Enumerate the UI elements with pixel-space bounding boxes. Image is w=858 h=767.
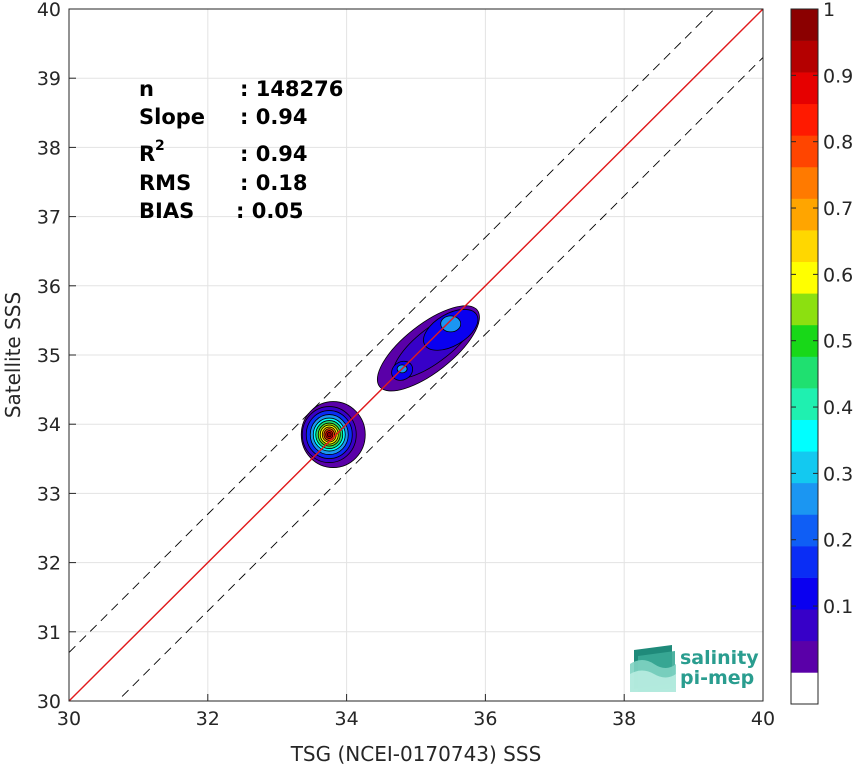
colorbar-tick-label: 0.8	[823, 132, 853, 154]
colorbar-tick-label: 0.2	[823, 530, 853, 552]
x-axis: 30 32 34 36 38 40	[57, 694, 775, 730]
stat-r2-value: : 0.94	[240, 142, 308, 166]
stat-slope-label: Slope	[139, 105, 205, 129]
density-peak-mark	[440, 315, 462, 333]
colorbar-frame	[790, 8, 819, 705]
density-band	[326, 431, 332, 438]
y-tick-label: 33	[37, 483, 61, 505]
x-tick-label: 38	[612, 708, 636, 730]
fit-line	[69, 9, 763, 701]
colorbar-segment	[791, 166, 818, 199]
colorbar-segment	[791, 72, 818, 105]
colorbar-segment	[791, 40, 818, 73]
x-tick-label: 32	[196, 708, 220, 730]
colorbar: 0.1 0.2 0.3 0.4 0.5 0.6 0.7 0.8 0.9 1	[790, 0, 853, 705]
density-contours	[300, 305, 480, 468]
stat-slope-value: : 0.94	[240, 105, 308, 129]
y-tick-label: 39	[37, 68, 61, 90]
colorbar-tick-label: 0.4	[823, 397, 853, 419]
colorbar-segment	[791, 546, 818, 578]
y-tick-label: 36	[37, 276, 61, 298]
salinity-pi-mep-logo: salinity pi-mep	[630, 645, 759, 692]
grid	[68, 8, 764, 702]
x-axis-label: TSG (NCEI-0170743) SSS	[290, 742, 542, 766]
x-tick-label: 36	[473, 708, 497, 730]
y-tick-label: 40	[37, 0, 61, 21]
colorbar-tick-label: 0.1	[823, 596, 853, 618]
colorbar-tick-label: 1	[823, 0, 835, 21]
stat-rms-label: RMS	[139, 171, 191, 195]
lower-bound-line	[116, 57, 763, 701]
colorbar-segment	[791, 451, 818, 484]
stat-bias-label: BIAS	[139, 199, 194, 223]
colorbar-segment	[791, 388, 818, 420]
upper-bound-line	[69, 9, 716, 653]
y-tick-label: 31	[37, 622, 61, 644]
stat-n-value: : 148276	[240, 77, 343, 101]
colorbar-segment	[791, 640, 818, 673]
y-tick-label: 30	[37, 691, 61, 713]
y-tick-label: 35	[37, 345, 61, 367]
colorbar-segment	[791, 293, 818, 326]
colorbar-segment	[791, 672, 818, 705]
x-tick-label: 30	[57, 708, 81, 730]
wave-logo-icon	[630, 645, 676, 692]
colorbar-tick-label: 0.7	[823, 198, 853, 220]
reference-lines	[69, 9, 763, 701]
y-tick-label: 37	[37, 207, 61, 229]
colorbar-tick-label: 0.5	[823, 331, 853, 353]
y-axis-label: Satellite SSS	[1, 292, 25, 418]
colorbar-tick-label: 0.6	[823, 264, 853, 286]
colorbar-segment	[791, 135, 818, 168]
colorbar-segment	[791, 609, 818, 642]
colorbar-segment	[791, 9, 818, 41]
colorbar-segment	[791, 261, 818, 294]
logo-text-line1: salinity	[680, 647, 759, 669]
colorbar-segment	[791, 198, 818, 231]
colorbar-segment	[791, 482, 818, 515]
colorbar-tick-label: 0.3	[823, 463, 853, 485]
colorbar-segment	[791, 103, 818, 136]
logo-text-line2: pi-mep	[680, 667, 754, 689]
stat-r2-sup: 2	[155, 138, 165, 154]
y-tick-label: 38	[37, 137, 61, 159]
y-tick-label: 34	[37, 414, 61, 436]
x-tick-label: 40	[751, 708, 775, 730]
colorbar-segment	[791, 577, 818, 610]
x-tick-label: 34	[335, 708, 359, 730]
stat-r2-label: R	[139, 142, 155, 166]
y-axis: 30 31 32 33 34 35 36 37 38 39 40	[37, 0, 76, 713]
colorbar-segment	[791, 230, 818, 263]
stat-n-label: n	[139, 77, 154, 101]
stats-box: n : 148276 Slope : 0.94 R 2 : 0.94 RMS :…	[139, 77, 343, 223]
colorbar-segment	[791, 514, 818, 547]
stat-rms-value: : 0.18	[240, 171, 308, 195]
colorbar-segment	[791, 419, 818, 452]
stat-bias-value: : 0.05	[236, 199, 304, 223]
y-tick-label: 32	[37, 553, 61, 575]
colorbar-segment	[791, 356, 818, 389]
colorbar-tick-label: 0.9	[823, 65, 853, 87]
